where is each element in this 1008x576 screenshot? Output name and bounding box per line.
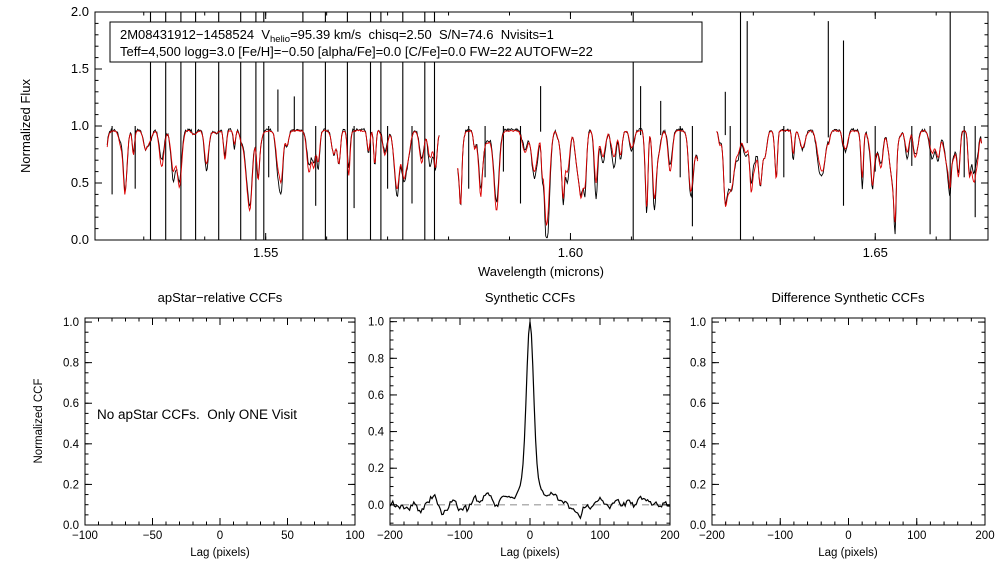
tick-label: 0.4 xyxy=(690,439,707,451)
spectrum-panel: 1.55 1.60 1.65 0.0 0.5 1.0 1.5 2.0 2M08431912−1… xyxy=(18,4,989,279)
difference-ccf-xaxis-label: Lag (pixels) xyxy=(818,547,878,559)
tick-label: 1.0 xyxy=(690,317,706,329)
synthetic-ccf-xaxis-label: Lag (pixels) xyxy=(500,547,560,559)
tick-label: −100 xyxy=(767,530,793,542)
tick-label: 0 xyxy=(845,530,851,542)
difference-ccf-panel: Difference Synthetic CCFs −200 −100 0 100 20… xyxy=(690,290,995,559)
tick-label: 0.2 xyxy=(690,479,706,491)
tick-label: 100 xyxy=(907,530,926,542)
synthetic-ccf-path xyxy=(390,321,670,520)
legend-box xyxy=(109,21,703,63)
apstar-ccf-xaxis-label: Lag (pixels) xyxy=(190,547,250,559)
tick-label: 1.0 xyxy=(368,317,384,329)
legend-line2: Teff=4,500 logg=3.0 [Fe/H]=−0.50 [alpha/… xyxy=(120,44,593,59)
tick-label: 0.2 xyxy=(368,463,384,475)
legend-line1: 2M08431912−1458524 Vhelio=95.39 km/s chi… xyxy=(120,27,554,45)
apstar-ccf-yaxis-label: Normalized CCF xyxy=(33,379,45,464)
spectrum-axis-ticks: 1.55 1.60 1.65 0.0 0.5 1.0 1.5 2.0 xyxy=(71,4,988,260)
tick-label: 0.4 xyxy=(368,427,385,439)
tick-label: −50 xyxy=(143,530,163,542)
apstar-ccf-panel: apStar−relative CCFs −100 −50 0 50 100 0.0 0.2… xyxy=(33,290,365,559)
tick-label: 1.55 xyxy=(253,245,278,260)
tick-label: 1.0 xyxy=(71,118,89,133)
synthetic-ccf-axis-ticks: −200 −100 0 100 200 0.0 0.2 0.4 0.6 0.8 1.0 xyxy=(368,317,680,542)
tick-label: 100 xyxy=(590,530,609,542)
synthetic-ccf-frame xyxy=(389,317,671,526)
tick-label: 0.0 xyxy=(63,520,79,532)
tick-label: 0.8 xyxy=(368,353,384,365)
apstar-ccf-title: apStar−relative CCFs xyxy=(158,290,283,305)
tick-label: −200 xyxy=(699,530,725,542)
tick-label: 1.5 xyxy=(71,61,89,76)
synthetic-spectrum-path xyxy=(106,129,982,226)
observed-spectrum-path xyxy=(106,127,982,239)
tick-label: −200 xyxy=(377,530,403,542)
tick-label: 0.8 xyxy=(63,358,79,370)
tick-label: 1.65 xyxy=(863,245,888,260)
synthetic-ccf-title: Synthetic CCFs xyxy=(485,290,576,305)
tick-label: 0 xyxy=(217,530,223,542)
tick-label: 0.6 xyxy=(368,390,384,402)
tick-label: 0.4 xyxy=(63,439,80,451)
tick-label: 1.0 xyxy=(63,317,79,329)
spectrum-xaxis-label: Wavelength (microns) xyxy=(478,264,604,279)
difference-ccf-title: Difference Synthetic CCFs xyxy=(772,290,925,305)
tick-label: 200 xyxy=(660,530,679,542)
apstar-ccf-axis-ticks: −100 −50 0 50 100 0.0 0.2 0.4 0.6 0.8 1.0 xyxy=(63,317,365,542)
tick-label: 0.6 xyxy=(690,398,706,410)
tick-label: 50 xyxy=(281,530,294,542)
tick-label: −100 xyxy=(72,530,98,542)
synthetic-ccf-series-group xyxy=(390,321,670,520)
tick-label: 2.0 xyxy=(71,4,89,19)
tick-label: 0.0 xyxy=(71,232,89,247)
tick-label: 0.0 xyxy=(368,500,384,512)
tick-label: 0.2 xyxy=(63,479,79,491)
tick-label: 0.5 xyxy=(71,175,89,190)
difference-ccf-frame xyxy=(711,317,986,526)
tick-label: 0.0 xyxy=(690,520,706,532)
tick-label: 200 xyxy=(975,530,994,542)
tick-label: 1.60 xyxy=(558,245,583,260)
tick-label: 0.6 xyxy=(63,398,79,410)
spectrum-yaxis-label: Normalized Flux xyxy=(18,79,33,173)
no-ccf-message: No apStar CCFs. Only ONE Visit xyxy=(97,407,297,422)
tick-label: 100 xyxy=(345,530,364,542)
tick-label: −100 xyxy=(447,530,473,542)
tick-label: 0.8 xyxy=(690,358,706,370)
tick-label: 0 xyxy=(527,530,533,542)
difference-ccf-axis-ticks: −200 −100 0 100 200 0.0 0.2 0.4 0.6 0.8 1.0 xyxy=(690,317,995,542)
synthetic-ccf-panel: Synthetic CCFs −200 −100 0 100 200 0.0 0.2 0.4 0… xyxy=(368,290,680,559)
